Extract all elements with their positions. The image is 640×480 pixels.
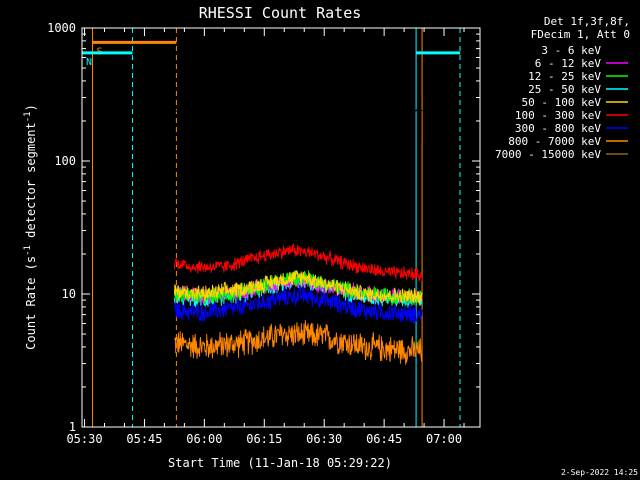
- legend-entry-label-2: 6 - 12 keV: [535, 57, 602, 70]
- legend-header-line-1: Det 1f,3f,8f,: [544, 15, 630, 28]
- y-tick-label-3: 100: [54, 154, 76, 168]
- legend-entry-label-5: 50 - 100 keV: [522, 96, 602, 109]
- y-axis-label-part-1: Count Rate (s: [24, 256, 38, 350]
- axes-layer: 05:30 05:45 06:00 06:15 06:30 06:45 07:00 1 10 10…: [47, 21, 480, 446]
- y-axis-label: Count Rate (s-1 detector segment-1): [23, 104, 38, 350]
- x-tick-label-2: 05:45: [126, 432, 162, 446]
- series-line-5: [173, 269, 423, 306]
- legend-entry-label-1: 3 - 6 keV: [541, 44, 601, 57]
- series-line-6: [173, 243, 423, 282]
- x-tick-label-7: 07:00: [426, 432, 462, 446]
- x-tick-label-4: 06:15: [246, 432, 282, 446]
- state-flag-label-2: N: [86, 57, 92, 68]
- x-axis-label: Start Time (11-Jan-18 05:29:22): [168, 456, 392, 470]
- legend-entry-label-4: 25 - 50 keV: [528, 83, 601, 96]
- y-tick-label-2: 10: [62, 287, 76, 301]
- legend-header-line-2: FDecim 1, Att 0: [531, 28, 630, 41]
- x-tick-label-1: 05:30: [66, 432, 102, 446]
- series-line-3: [173, 270, 423, 306]
- generation-timestamp: 2-Sep-2022 14:25: [561, 468, 638, 477]
- y-axis-label-part-2: detector segment: [24, 122, 38, 245]
- y-tick-label-1: 1: [69, 420, 76, 434]
- series-line-1: [174, 109, 423, 113]
- legend-entry-label-3: 12 - 25 keV: [528, 70, 601, 83]
- y-tick-label-4: 1000: [47, 21, 76, 35]
- x-tick-label-3: 06:00: [186, 432, 222, 446]
- y-axis-label-exponent-1: -1: [23, 245, 33, 256]
- series-line-8: [173, 319, 423, 365]
- y-axis-label-exponent-2: -1: [23, 111, 33, 122]
- plot-frame: [81, 27, 481, 428]
- legend-entry-label-9: 7000 - 15000 keV: [495, 148, 601, 161]
- y-axis-label-part-3: ): [24, 104, 38, 111]
- x-tick-label-5: 06:30: [306, 432, 342, 446]
- chart-title: RHESSI Count Rates: [199, 4, 362, 22]
- x-tick-label-6: 06:45: [366, 432, 402, 446]
- legend-entry-label-8: 800 - 7000 keV: [508, 135, 601, 148]
- legend-entry-label-7: 300 - 800 keV: [515, 122, 601, 135]
- legend-entry-label-6: 100 - 300 keV: [515, 109, 601, 122]
